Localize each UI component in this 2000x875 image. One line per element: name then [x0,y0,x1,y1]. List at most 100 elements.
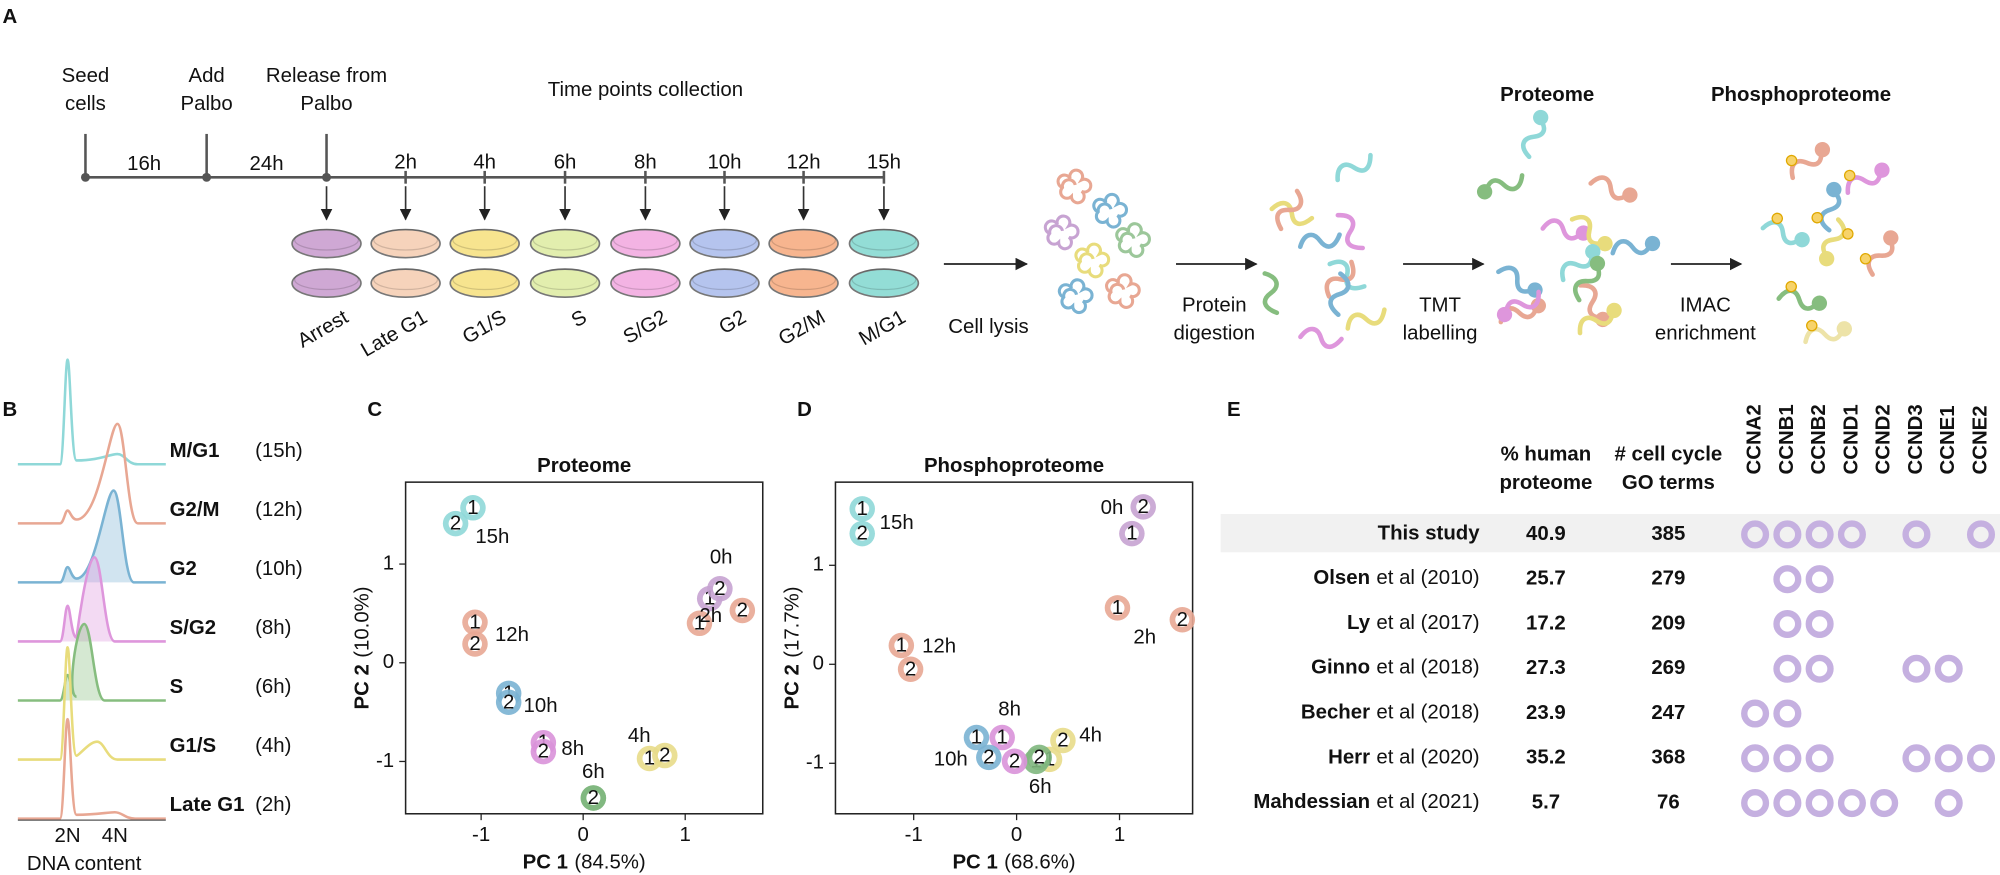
cyclin-covered [1805,789,1834,818]
cyclin-covered [1966,744,1996,773]
point-center [467,615,483,630]
cyclin-covered [1773,744,1802,773]
replicate-label: 2 [659,745,670,767]
column-header: proteome [1499,472,1592,494]
study-author: Ginno [1311,657,1370,679]
culture-dish [370,228,441,259]
replicate-label: 1 [469,611,480,633]
timepoint-label: 6h [582,761,605,783]
plot-frame [834,481,1194,815]
y-tick-label: 0 [383,651,394,673]
timepoint-label: 8h [634,152,657,174]
timepoint-label: 0h [710,546,733,568]
replicate-label: 2 [905,658,916,680]
replicate-label: 2 [450,513,461,535]
timepoint-label: 4h [628,725,651,747]
gene-header: CCNA2 [1743,404,1765,474]
point-center [855,526,870,541]
phase-label: M/G1 [170,440,220,462]
replicate-label: 2 [588,787,599,809]
study-author: Olsen [1313,568,1370,590]
phospho-peptide [1838,152,1892,197]
study-name: This study [1378,523,1481,545]
tagged-peptide [1475,171,1526,202]
interval-label: 24h [250,153,284,175]
column-header: % human [1501,444,1592,466]
gene-header: CCND1 [1840,404,1862,474]
timepoint-label: 6h [1029,776,1052,798]
point-center [1124,526,1139,541]
cyclin-covered [1805,520,1834,549]
peptide [1300,327,1343,349]
study-name: Ginno et al (2018) [1311,657,1479,679]
phospho-peptide [1801,311,1854,347]
replicate-label: 2 [1009,750,1020,772]
timepoint-label: 12h [495,624,529,646]
time-label: (8h) [255,617,291,639]
point-center [735,603,750,618]
culture-dish [768,268,839,299]
cyclin-covered [1870,789,1899,818]
go-terms: 76 [1657,791,1680,813]
sample-title: Proteome [1500,84,1594,106]
replicate-label: 2 [1177,609,1188,631]
axis-variance: (17.7%) [782,586,804,657]
event-label: Release from [266,65,387,87]
cyclin-covered [1902,744,1931,773]
phase-label: Late G1 [170,794,245,816]
point-center [995,730,1010,745]
point-center [692,616,707,631]
go-terms: 209 [1651,612,1685,634]
dish-rim [532,228,598,251]
study-citation: et al (2010) [1376,568,1479,590]
panel-label: D [797,399,812,421]
step-label: digestion [1173,323,1255,345]
time-label: (6h) [255,676,291,698]
dish-rim [452,228,518,251]
dish-rim [771,228,837,251]
replicate-label: 2 [538,741,549,763]
phospho-peptide [1778,280,1830,312]
digested-peptides [1260,151,1388,349]
timepoint-label: 8h [561,738,584,760]
point-center [855,501,870,516]
axis-name: PC 1 [523,852,568,874]
dna-histogram [17,555,166,643]
labelled-peptides [1475,108,1662,338]
go-terms: 385 [1651,523,1685,545]
dish-rim [691,268,758,291]
replicate-label: 2 [857,523,868,545]
replicate-label: 2 [1138,496,1149,518]
cyclin-covered [1805,654,1834,683]
dish-rim [612,228,678,251]
peptide [1260,272,1282,315]
tagged-peptide [1611,235,1661,258]
dish-rim [452,268,518,291]
study-name: Becher et al (2018) [1301,702,1480,724]
culture-dish [291,268,362,299]
replicate-label: 1 [467,497,478,519]
proteome-pct: 35.2 [1526,747,1566,769]
point-center [1110,600,1125,615]
cyclin-covered [1805,565,1834,594]
chart-title: Phosphoproteome [924,455,1104,477]
replicate-label: 2 [714,578,725,600]
go-terms: 279 [1651,568,1685,590]
dish-rim [294,268,360,291]
time-label: (2h) [255,794,291,816]
go-terms: 368 [1651,747,1685,769]
protein-tangle [1115,222,1151,258]
study-name: Olsen et al (2010) [1313,568,1479,590]
cyclin-covered [1741,699,1770,728]
cyclin-covered [1741,789,1770,818]
timepoint-label: 4h [1079,724,1102,746]
proteome-pct: 25.7 [1526,568,1566,590]
cyclin-covered [1773,699,1802,728]
phospho-peptide [1780,132,1833,182]
time-label: (10h) [255,558,303,580]
phase-label: S [568,306,591,332]
phase-label: M/G1 [855,306,909,350]
panel-label: A [3,6,18,28]
phase-label: G1/S [170,735,216,757]
protein-tangle [1043,214,1080,251]
